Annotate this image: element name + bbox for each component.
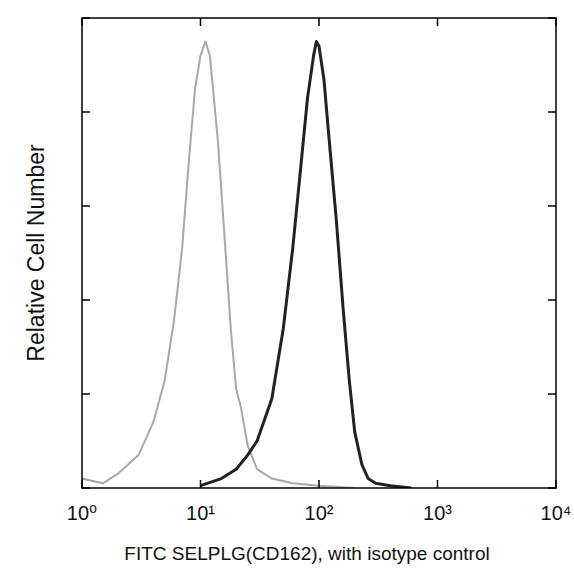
x-axis-label: FITC SELPLG(CD162), with isotype control [124, 543, 489, 564]
x-tick [437, 480, 439, 488]
x-tick-label: 10⁴ [541, 502, 572, 524]
chart-container: 10⁰ 10¹ 10² 10³ 10⁴ FITC SELPLG(CD162), with … [0, 0, 574, 574]
y-tick [82, 487, 90, 489]
plot-area [82, 42, 411, 489]
y-axis-label: Relative Cell Number [23, 144, 49, 362]
x-tick [200, 480, 202, 488]
y-tick [82, 299, 90, 301]
y-tick [548, 299, 556, 301]
y-tick [82, 111, 90, 113]
histogram-line [201, 42, 412, 489]
chart: 10⁰ 10¹ 10² 10³ 10⁴ FITC SELPLG(CD162), with … [0, 0, 574, 574]
x-tick [81, 18, 83, 26]
y-tick [548, 17, 556, 19]
plot-frame [82, 18, 556, 488]
y-tick [548, 205, 556, 207]
x-tick [318, 18, 320, 26]
y-tick [82, 393, 90, 395]
x-tick-label: 10¹ [186, 502, 215, 524]
x-tick-label: 10⁰ [67, 502, 97, 524]
x-tick [555, 18, 557, 26]
x-tick-label: 10² [305, 502, 334, 524]
y-tick [548, 393, 556, 395]
y-tick [82, 205, 90, 207]
x-tick [437, 18, 439, 26]
y-tick [82, 17, 90, 19]
x-tick [200, 18, 202, 26]
histogram-line [82, 42, 355, 489]
x-tick-label: 10³ [423, 502, 452, 524]
x-tick [555, 480, 557, 488]
y-tick [548, 487, 556, 489]
x-tick [318, 480, 320, 488]
x-tick [81, 480, 83, 488]
y-tick [548, 111, 556, 113]
